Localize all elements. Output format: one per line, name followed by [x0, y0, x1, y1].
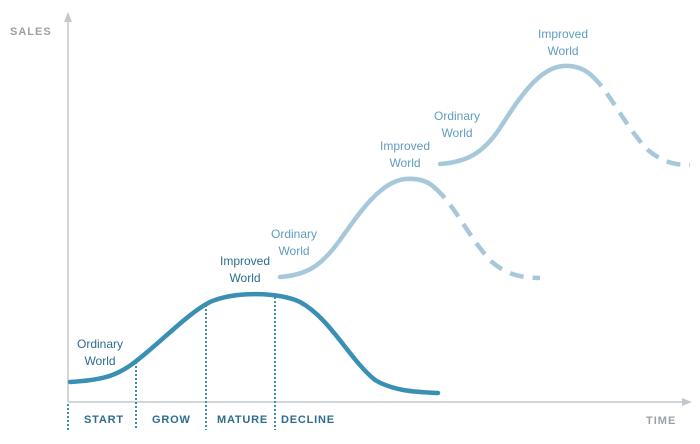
curve-label-line: World — [84, 354, 116, 368]
phase-label-decline: DECLINE — [281, 414, 335, 426]
y-axis-label: SALES — [10, 26, 52, 38]
curve-label-line: Improved — [379, 139, 431, 153]
phase-label-mature: MATURE — [217, 414, 269, 426]
x-axis-label: TIME — [646, 415, 677, 427]
curve-label-line: Improved — [219, 254, 271, 268]
x-axis-arrow — [682, 398, 692, 406]
curve-label-line: World — [278, 244, 310, 258]
curve-label-line: Improved — [537, 27, 589, 41]
lifecycle-curve-3 — [437, 63, 595, 167]
curve-label-improved-2: Improved World — [360, 138, 450, 172]
curve-label-ordinary-2: Ordinary World — [249, 226, 339, 260]
curve-label-line: World — [547, 44, 579, 58]
y-axis-arrow — [64, 12, 72, 22]
curve-label-ordinary-3: Ordinary World — [412, 108, 502, 142]
curve-label-line: World — [229, 271, 261, 285]
phase-label-start: START — [84, 414, 124, 426]
curve-label-line: Ordinary — [270, 227, 317, 241]
lifecycle-curve-1 — [67, 291, 441, 396]
curve-label-improved-1: Improved World — [200, 253, 290, 287]
lifecycle-curve-3-dashed — [590, 74, 691, 168]
curve-label-line: Ordinary — [76, 337, 123, 351]
curve-label-improved-3: Improved World — [518, 26, 608, 60]
curve-label-ordinary-1: Ordinary World — [55, 336, 145, 370]
curve-label-line: Ordinary — [433, 109, 480, 123]
phase-label-grow: GROW — [152, 414, 191, 426]
lifecycle-curve-2 — [277, 176, 438, 280]
curve-label-line: World — [441, 126, 473, 140]
lifecycle-curve-2-dashed — [433, 186, 541, 281]
curve-label-line: World — [389, 156, 421, 170]
